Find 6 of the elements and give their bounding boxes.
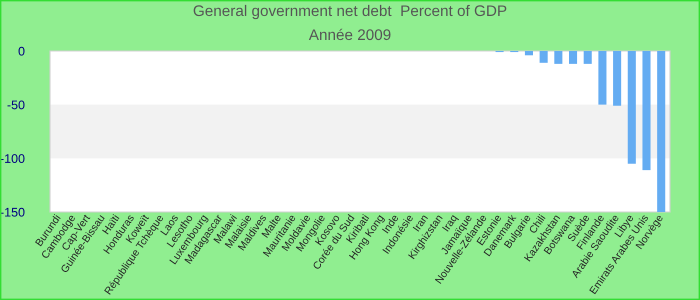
y-tick-label: 0	[18, 46, 25, 56]
chart-subtitle: Année 2009	[308, 28, 390, 40]
chart-title: General government net debt Percent of GDP	[194, 4, 506, 20]
y-tick-label: -50	[7, 100, 25, 110]
y-tick-label: -100	[0, 154, 25, 163]
y-tick-label: -150	[0, 208, 25, 217]
